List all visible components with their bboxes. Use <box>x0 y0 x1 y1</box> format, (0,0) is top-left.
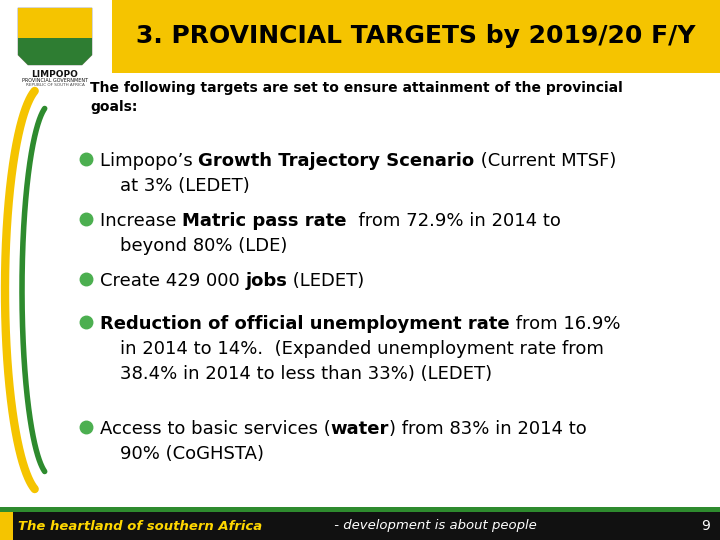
Text: The heartland of southern Africa: The heartland of southern Africa <box>18 519 262 532</box>
Text: Increase: Increase <box>100 212 182 230</box>
Text: (Current MTSF): (Current MTSF) <box>474 152 616 170</box>
Text: ) from 83% in 2014 to: ) from 83% in 2014 to <box>389 420 587 438</box>
Bar <box>0 507 720 512</box>
Text: 38.4% in 2014 to less than 33%) (LEDET): 38.4% in 2014 to less than 33%) (LEDET) <box>120 365 492 383</box>
Text: Growth Trajectory Scenario: Growth Trajectory Scenario <box>199 152 474 170</box>
Bar <box>0 507 720 540</box>
Bar <box>0 0 112 73</box>
Text: PROVINCIAL GOVERNMENT: PROVINCIAL GOVERNMENT <box>22 78 88 83</box>
Bar <box>112 0 720 73</box>
Polygon shape <box>18 8 92 38</box>
Text: (LEDET): (LEDET) <box>287 272 364 290</box>
Text: REPUBLIC OF SOUTH AFRICA: REPUBLIC OF SOUTH AFRICA <box>26 83 84 87</box>
Text: beyond 80% (LDE): beyond 80% (LDE) <box>120 237 287 255</box>
Text: 3. PROVINCIAL TARGETS by 2019/20 F/Y: 3. PROVINCIAL TARGETS by 2019/20 F/Y <box>136 24 696 49</box>
Text: jobs: jobs <box>246 272 287 290</box>
Text: Create 429 000: Create 429 000 <box>100 272 246 290</box>
Text: 9: 9 <box>701 519 711 533</box>
Polygon shape <box>18 8 92 65</box>
Text: Access to basic services (: Access to basic services ( <box>100 420 330 438</box>
Text: The following targets are set to ensure attainment of the provincial
goals:: The following targets are set to ensure … <box>90 81 623 114</box>
Text: - development is about people: - development is about people <box>330 519 536 532</box>
Text: Matric pass rate: Matric pass rate <box>182 212 346 230</box>
Text: from 16.9%: from 16.9% <box>510 315 620 333</box>
Text: at 3% (LEDET): at 3% (LEDET) <box>120 177 250 195</box>
Bar <box>0 512 13 540</box>
Text: Limpopo’s: Limpopo’s <box>100 152 199 170</box>
Text: in 2014 to 14%.  (Expanded unemployment rate from: in 2014 to 14%. (Expanded unemployment r… <box>120 340 604 358</box>
Text: from 72.9% in 2014 to: from 72.9% in 2014 to <box>346 212 560 230</box>
Polygon shape <box>18 38 92 65</box>
Text: LIMPOPO: LIMPOPO <box>32 70 78 79</box>
Text: water: water <box>330 420 389 438</box>
Text: 90% (CoGHSTA): 90% (CoGHSTA) <box>120 445 264 463</box>
Text: Reduction of official unemployment rate: Reduction of official unemployment rate <box>100 315 510 333</box>
